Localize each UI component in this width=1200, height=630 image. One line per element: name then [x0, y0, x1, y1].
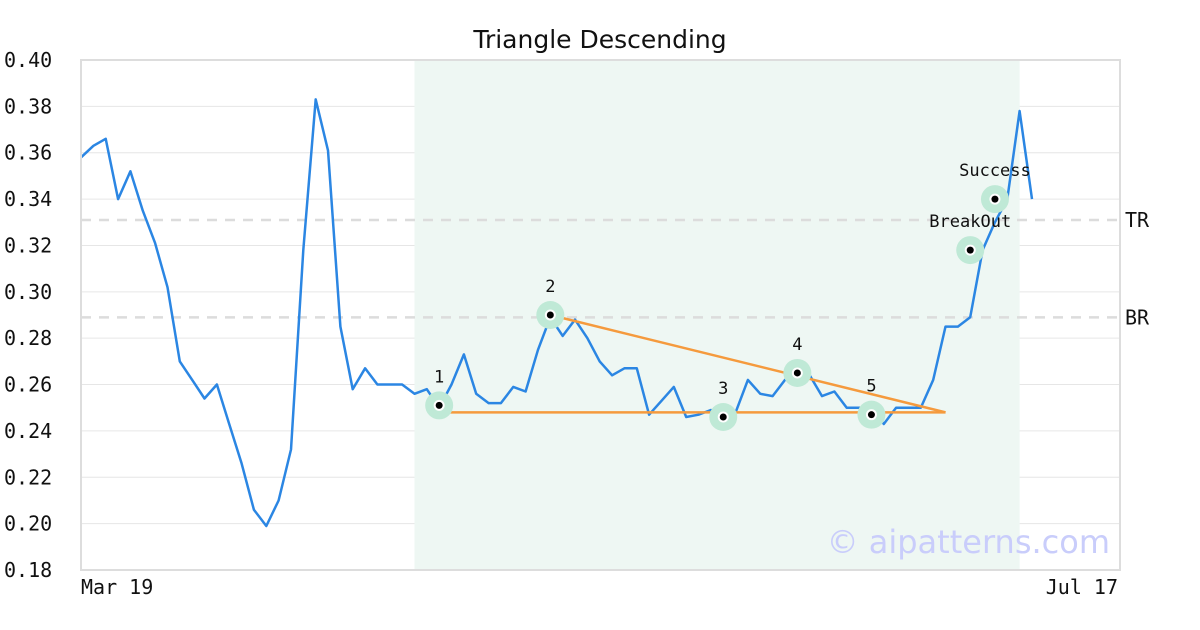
trendline [550, 313, 946, 414]
y-tick-label: 0.28 [4, 326, 52, 350]
y-tick-label: 0.40 [4, 48, 52, 72]
y-tick-label: 0.24 [4, 419, 52, 443]
x-tick-label: Jul 17 [1046, 575, 1118, 599]
pattern-point-label: Success [959, 161, 1031, 181]
pattern-point-label: 2 [545, 277, 555, 297]
pattern-point-dot [991, 195, 999, 203]
reference-line-label: TR [1125, 208, 1150, 232]
pattern-point-label: 3 [718, 379, 728, 399]
y-tick-label: 0.26 [4, 373, 52, 397]
chart-title: Triangle Descending [472, 25, 726, 54]
y-tick-label: 0.30 [4, 280, 52, 304]
y-tick-label: 0.32 [4, 233, 52, 257]
y-tick-label: 0.18 [4, 558, 52, 582]
y-tick-label: 0.38 [4, 94, 52, 118]
pattern-point-dot [966, 246, 974, 254]
pattern-point-label: 5 [866, 377, 876, 397]
y-tick-label: 0.34 [4, 187, 52, 211]
watermark: © aipatterns.com [827, 523, 1110, 561]
y-tick-label: 0.20 [4, 512, 52, 536]
pattern-point-dot [719, 413, 727, 421]
y-tick-label: 0.22 [4, 465, 52, 489]
pattern-point-dot [546, 311, 554, 319]
pattern-point-dot [793, 369, 801, 377]
x-tick-label: Mar 19 [81, 575, 153, 599]
reference-line-label: BR [1125, 305, 1150, 329]
plot-frame [80, 59, 1121, 571]
pattern-point-dot [867, 411, 875, 419]
y-tick-label: 0.36 [4, 141, 52, 165]
pattern-point-dot [435, 401, 443, 409]
pattern-point-label: 1 [434, 367, 444, 387]
pattern-point-label: 4 [792, 335, 802, 355]
pattern-point-label: BreakOut [929, 212, 1011, 232]
pattern-region [414, 60, 1020, 570]
